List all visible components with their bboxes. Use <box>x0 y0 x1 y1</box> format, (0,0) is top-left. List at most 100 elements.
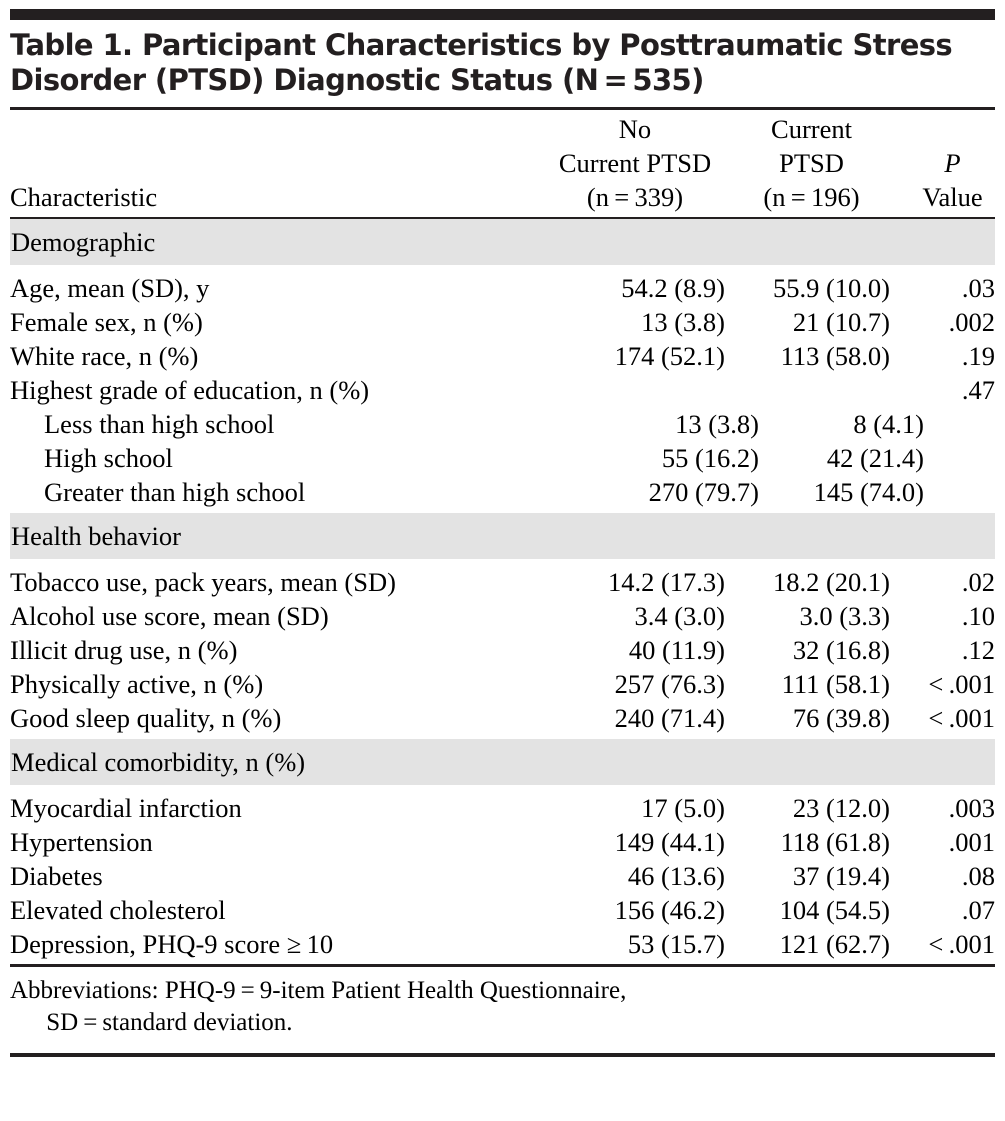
cell-current-ptsd: 118 (61.8) <box>780 827 890 857</box>
cell-p-value: .12 <box>961 635 995 665</box>
header-p-symbol: P <box>944 148 961 178</box>
cell-no-current-ptsd: 257 (76.3) <box>614 669 725 699</box>
table-row: Alcohol use score, mean (SD) 3.4 (3.0) 3.0… <box>10 599 995 633</box>
table-row: Elevated cholesterol 156 (46.2) 104 (54.5)… <box>10 893 995 927</box>
row-characteristic-label: Hypertension <box>10 827 153 857</box>
cell-current-ptsd: 32 (16.8) <box>792 635 890 665</box>
header-characteristic: Characteristic <box>10 182 158 212</box>
cell-no-current-ptsd: 156 (46.2) <box>614 895 725 925</box>
cell-current-ptsd: 8 (4.1) <box>853 409 924 439</box>
table-row: Myocardial infarction 17 (5.0) 23 (12.0) .0… <box>10 791 995 825</box>
section-header-band: Medical comorbidity, n (%) <box>10 739 995 785</box>
row-characteristic-label: White race, n (%) <box>10 341 199 371</box>
header-no-current-ptsd-line2: Current PTSD <box>558 148 712 178</box>
column-header-line-1: No Current <box>10 112 995 146</box>
table-row: Hypertension 149 (44.1) 118 (61.8) .001 <box>10 825 995 859</box>
header-current-ptsd-n: (n = 196) <box>763 182 860 212</box>
cell-no-current-ptsd: 3.4 (3.0) <box>634 601 725 631</box>
cell-no-current-ptsd: 54.2 (8.9) <box>621 273 725 303</box>
table-container: Table 1. Participant Characteristics by … <box>0 9 1005 1121</box>
cell-no-current-ptsd: 149 (44.1) <box>614 827 725 857</box>
row-characteristic-label: Less than high school <box>44 409 275 439</box>
cell-p-value: .03 <box>961 273 995 303</box>
cell-current-ptsd: 23 (12.0) <box>792 793 890 823</box>
cell-current-ptsd: 111 (58.1) <box>781 669 890 699</box>
cell-p-value: .10 <box>961 601 995 631</box>
cell-p-value: < .001 <box>928 669 995 699</box>
cell-p-value: .02 <box>961 567 995 597</box>
row-characteristic-label: Female sex, n (%) <box>10 307 203 337</box>
row-characteristic-label: Illicit drug use, n (%) <box>10 635 238 665</box>
cell-p-value: .07 <box>961 895 995 925</box>
table-row: Highest grade of education, n (%) .47 <box>10 373 995 407</box>
cell-current-ptsd: 21 (10.7) <box>792 307 890 337</box>
cell-no-current-ptsd: 14.2 (17.3) <box>607 567 725 597</box>
column-header-line-2: Current PTSD PTSD P <box>10 146 995 180</box>
row-characteristic-label: High school <box>44 443 173 473</box>
section-header-label: Medical comorbidity, n (%) <box>11 746 306 777</box>
table-title: Table 1. Participant Characteristics by … <box>10 28 953 97</box>
cell-current-ptsd: 37 (19.4) <box>792 861 890 891</box>
row-characteristic-label: Depression, PHQ-9 score ≥ 10 <box>10 929 334 959</box>
table-row: Diabetes 46 (13.6) 37 (19.4) .08 <box>10 859 995 893</box>
cell-no-current-ptsd: 13 (3.8) <box>675 409 759 439</box>
row-characteristic-label: Age, mean (SD), y <box>10 273 210 303</box>
table-row: Greater than high school 270 (79.7) 145 (7… <box>10 475 995 509</box>
cell-p-value: .08 <box>961 861 995 891</box>
cell-p-value: .19 <box>961 341 995 371</box>
cell-p-value: .002 <box>948 307 995 337</box>
table-body: Demographic Age, mean (SD), y 54.2 (8.9) 55… <box>10 219 995 961</box>
cell-no-current-ptsd: 17 (5.0) <box>641 793 725 823</box>
row-characteristic-label: Elevated cholesterol <box>10 895 226 925</box>
row-characteristic-label: Myocardial infarction <box>10 793 242 823</box>
table-top-rule <box>10 9 995 20</box>
header-no-current-ptsd-line1: No <box>618 114 652 144</box>
table-bottom-rule <box>10 1053 995 1057</box>
cell-current-ptsd: 113 (58.0) <box>780 341 890 371</box>
table-row: Female sex, n (%) 13 (3.8) 21 (10.7) .002 <box>10 305 995 339</box>
section-header-label: Health behavior <box>11 520 181 551</box>
section-header-label: Demographic <box>11 226 156 257</box>
table-row: Good sleep quality, n (%) 240 (71.4) 76 (3… <box>10 701 995 735</box>
row-characteristic-label: Alcohol use score, mean (SD) <box>10 601 329 631</box>
cell-current-ptsd: 55.9 (10.0) <box>772 273 890 303</box>
column-header-group: No Current Current PTSD PTSD P Character… <box>10 110 995 217</box>
cell-current-ptsd: 121 (62.7) <box>779 929 890 959</box>
table-row: Age, mean (SD), y 54.2 (8.9) 55.9 (10.0) .0… <box>10 271 995 305</box>
cell-no-current-ptsd: 55 (16.2) <box>661 443 759 473</box>
row-characteristic-label: Diabetes <box>10 861 103 891</box>
cell-no-current-ptsd: 13 (3.8) <box>641 307 725 337</box>
cell-p-value: < .001 <box>928 929 995 959</box>
cell-p-value: .001 <box>948 827 995 857</box>
cell-no-current-ptsd: 270 (79.7) <box>648 477 759 507</box>
header-current-ptsd-line2: PTSD <box>779 148 844 178</box>
header-p-value-label: Value <box>922 182 983 212</box>
table-row: Depression, PHQ-9 score ≥ 10 53 (15.7) 121… <box>10 927 995 961</box>
cell-no-current-ptsd: 40 (11.9) <box>628 635 725 665</box>
table-row: White race, n (%) 174 (52.1) 113 (58.0) .19 <box>10 339 995 373</box>
title-separator-rule <box>10 107 995 110</box>
cell-p-value: .47 <box>961 375 995 405</box>
cell-no-current-ptsd: 240 (71.4) <box>614 703 725 733</box>
cell-no-current-ptsd: 174 (52.1) <box>614 341 725 371</box>
row-characteristic-label: Highest grade of education, n (%) <box>10 375 370 405</box>
table-row: High school 55 (16.2) 42 (21.4) <box>10 441 995 475</box>
row-characteristic-label: Good sleep quality, n (%) <box>10 703 282 733</box>
cell-current-ptsd: 42 (21.4) <box>826 443 924 473</box>
table-row: Tobacco use, pack years, mean (SD) 14.2 (… <box>10 565 995 599</box>
cell-no-current-ptsd: 46 (13.6) <box>627 861 725 891</box>
cell-p-value: .003 <box>948 793 995 823</box>
cell-current-ptsd: 104 (54.5) <box>779 895 890 925</box>
cell-p-value: < .001 <box>928 703 995 733</box>
cell-no-current-ptsd: 53 (15.7) <box>627 929 725 959</box>
cell-current-ptsd: 145 (74.0) <box>813 477 924 507</box>
column-header-line-3: Characteristic (n = 339) (n = 196) Value <box>10 180 995 214</box>
table-row: Illicit drug use, n (%) 40 (11.9) 32 (16.8… <box>10 633 995 667</box>
cell-current-ptsd: 76 (39.8) <box>792 703 890 733</box>
row-characteristic-label: Greater than high school <box>44 477 306 507</box>
header-no-current-ptsd-n: (n = 339) <box>586 182 684 212</box>
header-current-ptsd-line1: Current <box>771 114 852 144</box>
header-bottom-rule <box>10 217 995 219</box>
row-characteristic-label: Physically active, n (%) <box>10 669 264 699</box>
row-characteristic-label: Tobacco use, pack years, mean (SD) <box>10 567 396 597</box>
